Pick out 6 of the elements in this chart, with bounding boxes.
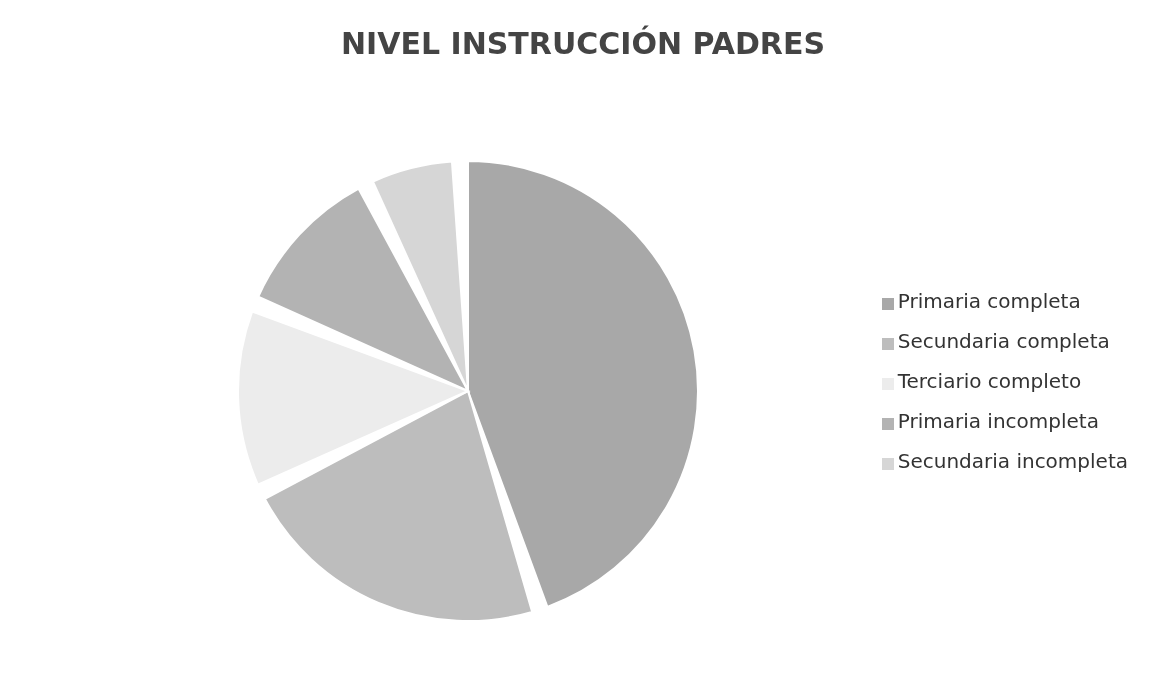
chart-title: NIVEL INSTRUCCIÓN PADRES [339, 24, 827, 63]
legend-label: Secundaria incompleta [897, 449, 1128, 473]
legend-label: Primaria incompleta [897, 409, 1099, 433]
legend-label: Terciario completo [897, 369, 1082, 393]
legend-label: Secundaria completa [897, 329, 1110, 353]
legend-label: Primaria completa [897, 289, 1081, 313]
